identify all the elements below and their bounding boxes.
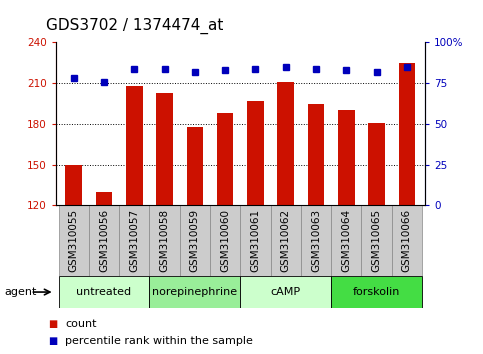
Bar [149,205,180,276]
Text: GSM310058: GSM310058 [159,209,170,272]
Bar [277,82,294,205]
Text: GSM310063: GSM310063 [311,209,321,272]
Text: GSM310055: GSM310055 [69,209,79,272]
Bar [89,205,119,276]
Text: GSM310059: GSM310059 [190,209,200,272]
Text: GSM310066: GSM310066 [402,209,412,272]
Bar [361,205,392,276]
Bar [301,205,331,276]
Bar [398,63,415,205]
Text: forskolin: forskolin [353,287,400,297]
Bar [58,205,89,276]
Bar [210,205,241,276]
Bar [119,205,149,276]
Bar [65,165,82,205]
Bar [392,205,422,276]
Text: count: count [65,319,97,329]
Bar [186,127,203,205]
Bar [247,101,264,205]
Bar [368,122,385,205]
Text: cAMP: cAMP [270,287,301,297]
Bar [270,205,301,276]
Bar [58,276,149,308]
Bar [331,205,361,276]
Bar [156,93,173,205]
Bar [126,86,142,205]
Text: untreated: untreated [76,287,131,297]
Bar [96,192,113,205]
Text: GSM310064: GSM310064 [341,209,351,272]
Text: GSM310065: GSM310065 [371,209,382,272]
Text: GSM310060: GSM310060 [220,209,230,272]
Text: GSM310062: GSM310062 [281,209,291,272]
Bar [338,110,355,205]
Bar [308,104,325,205]
Text: ■: ■ [48,319,57,329]
Text: GDS3702 / 1374474_at: GDS3702 / 1374474_at [46,18,223,34]
Bar [241,205,270,276]
Bar [331,276,422,308]
Bar [241,276,331,308]
Bar [180,205,210,276]
Bar [149,276,241,308]
Text: GSM310057: GSM310057 [129,209,139,272]
Bar [217,113,233,205]
Text: percentile rank within the sample: percentile rank within the sample [65,336,253,346]
Text: agent: agent [5,287,37,297]
Text: norepinephrine: norepinephrine [152,287,238,297]
Text: ■: ■ [48,336,57,346]
Text: GSM310061: GSM310061 [251,209,260,272]
Text: GSM310056: GSM310056 [99,209,109,272]
